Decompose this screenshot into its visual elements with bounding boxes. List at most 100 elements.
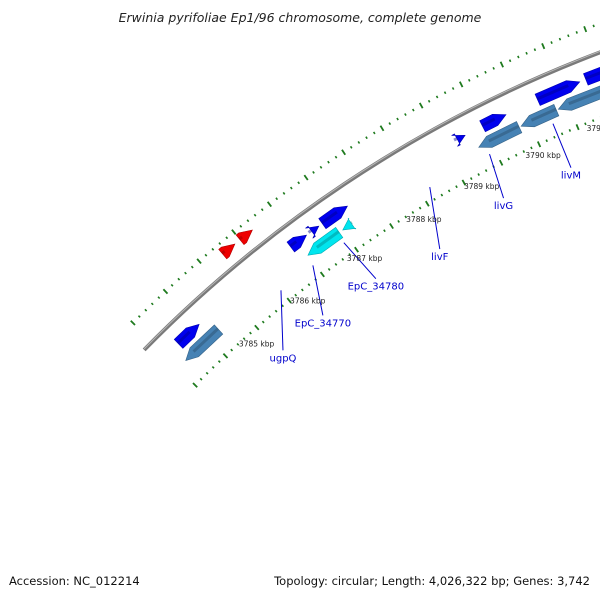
accession-label: Accession: NC_012214 (9, 574, 140, 588)
backbone-highlight (143, 50, 600, 350)
highlighted-gene-shade (315, 230, 340, 249)
outer-tick (162, 288, 169, 295)
forward-gene-shade (536, 84, 569, 101)
outer-tick (196, 258, 202, 264)
forward-gene-shade (584, 71, 600, 80)
outer-tick (150, 302, 154, 306)
gene-label: livG (494, 201, 513, 212)
reverse-gene-shade (530, 107, 557, 122)
reverse-gene-shade (488, 124, 520, 143)
rna-gene (218, 243, 236, 260)
outer-tick (567, 34, 570, 38)
outer-tick (525, 51, 528, 55)
outer-tick (533, 48, 537, 52)
inner-tick (433, 197, 436, 201)
reverse-gene-shade (192, 327, 219, 353)
position-label: 3786 kbp (290, 296, 326, 305)
rna-gene-shade (238, 235, 244, 241)
outer-tick (319, 165, 323, 169)
gene-label: livF (431, 252, 448, 263)
outer-tick (204, 253, 208, 257)
inner-tick (522, 150, 526, 153)
outer-tick (334, 155, 338, 159)
position-label: 3785 kbp (239, 339, 275, 348)
inner-tick (591, 119, 595, 123)
highlighted-gene-shade (350, 221, 353, 225)
inner-tick (447, 189, 451, 193)
inner-tick (268, 315, 272, 319)
outer-tick (365, 136, 368, 140)
gene-label: EpC_34770 (295, 318, 351, 329)
inner-tick (545, 139, 548, 143)
forward-gene-shade (320, 210, 338, 225)
inner-tick (425, 200, 430, 207)
forward-gene (534, 80, 581, 106)
inner-tick (307, 283, 311, 287)
leader-line (280, 290, 284, 351)
outer-tick (357, 141, 361, 144)
outer-tick (211, 247, 215, 251)
inner-tick (230, 348, 234, 352)
leader-line (552, 123, 572, 168)
position-label: 3787 kbp (347, 254, 383, 263)
outer-tick (459, 81, 464, 88)
inner-tick (507, 157, 510, 161)
outer-tick (282, 191, 286, 195)
gene-features (173, 66, 600, 362)
inner-tick (319, 271, 325, 278)
outer-tick (388, 122, 392, 126)
leader-line (343, 242, 377, 280)
forward-gene (305, 225, 320, 239)
outer-tick (190, 265, 194, 269)
outer-tick (451, 87, 455, 90)
inner-tick (348, 253, 351, 256)
inner-tick (369, 238, 372, 242)
outer-tick (289, 186, 293, 190)
gene-labels: yhhKlivKlivHlivMlivGlivFEpC_34780EpC_347… (270, 171, 582, 365)
outer-tick (341, 149, 346, 156)
rna-gene (235, 229, 253, 246)
outer-tick (379, 125, 385, 132)
inner-tick (498, 159, 504, 166)
outer-tick (327, 160, 330, 164)
outer-tick (427, 99, 431, 103)
map-title: Erwinia pyrifoliae Ep1/96 chromosome, co… (118, 10, 482, 25)
reverse-gene (185, 324, 224, 362)
inner-tick (362, 243, 365, 247)
inner-tick (341, 257, 345, 261)
outer-tick (396, 117, 399, 121)
outer-tick (492, 66, 495, 70)
backbone-arc (142, 50, 600, 352)
inner-tick (575, 123, 580, 131)
inner-tick (254, 324, 260, 331)
forward-gene-shade (453, 137, 458, 142)
inner-tick (536, 141, 542, 148)
forward-gene (173, 323, 200, 349)
inner-tick (469, 177, 473, 180)
outer-tick (412, 108, 415, 112)
inner-tick (397, 220, 400, 223)
outer-tick (541, 42, 546, 50)
outer-tick (583, 26, 588, 33)
inner-tick (404, 215, 408, 219)
outer-tick (137, 315, 141, 318)
inner-tick (211, 365, 215, 369)
outer-tick (218, 242, 222, 245)
inner-tick (418, 206, 422, 210)
outer-tick (468, 78, 471, 82)
outer-tick (297, 181, 301, 185)
outer-tick (266, 201, 272, 208)
forward-gene-shade (176, 330, 191, 345)
gene-label: ugpQ (270, 353, 297, 364)
forward-gene (451, 133, 466, 147)
position-label: 3789 kbp (464, 182, 500, 191)
inner-tick (222, 352, 229, 359)
inner-tick (568, 129, 572, 132)
outer-tick (517, 55, 520, 59)
inner-tick (461, 179, 467, 186)
outer-tick (225, 236, 229, 240)
leader-line (312, 265, 324, 316)
forward-gene (286, 234, 307, 253)
inner-tick (274, 309, 278, 313)
